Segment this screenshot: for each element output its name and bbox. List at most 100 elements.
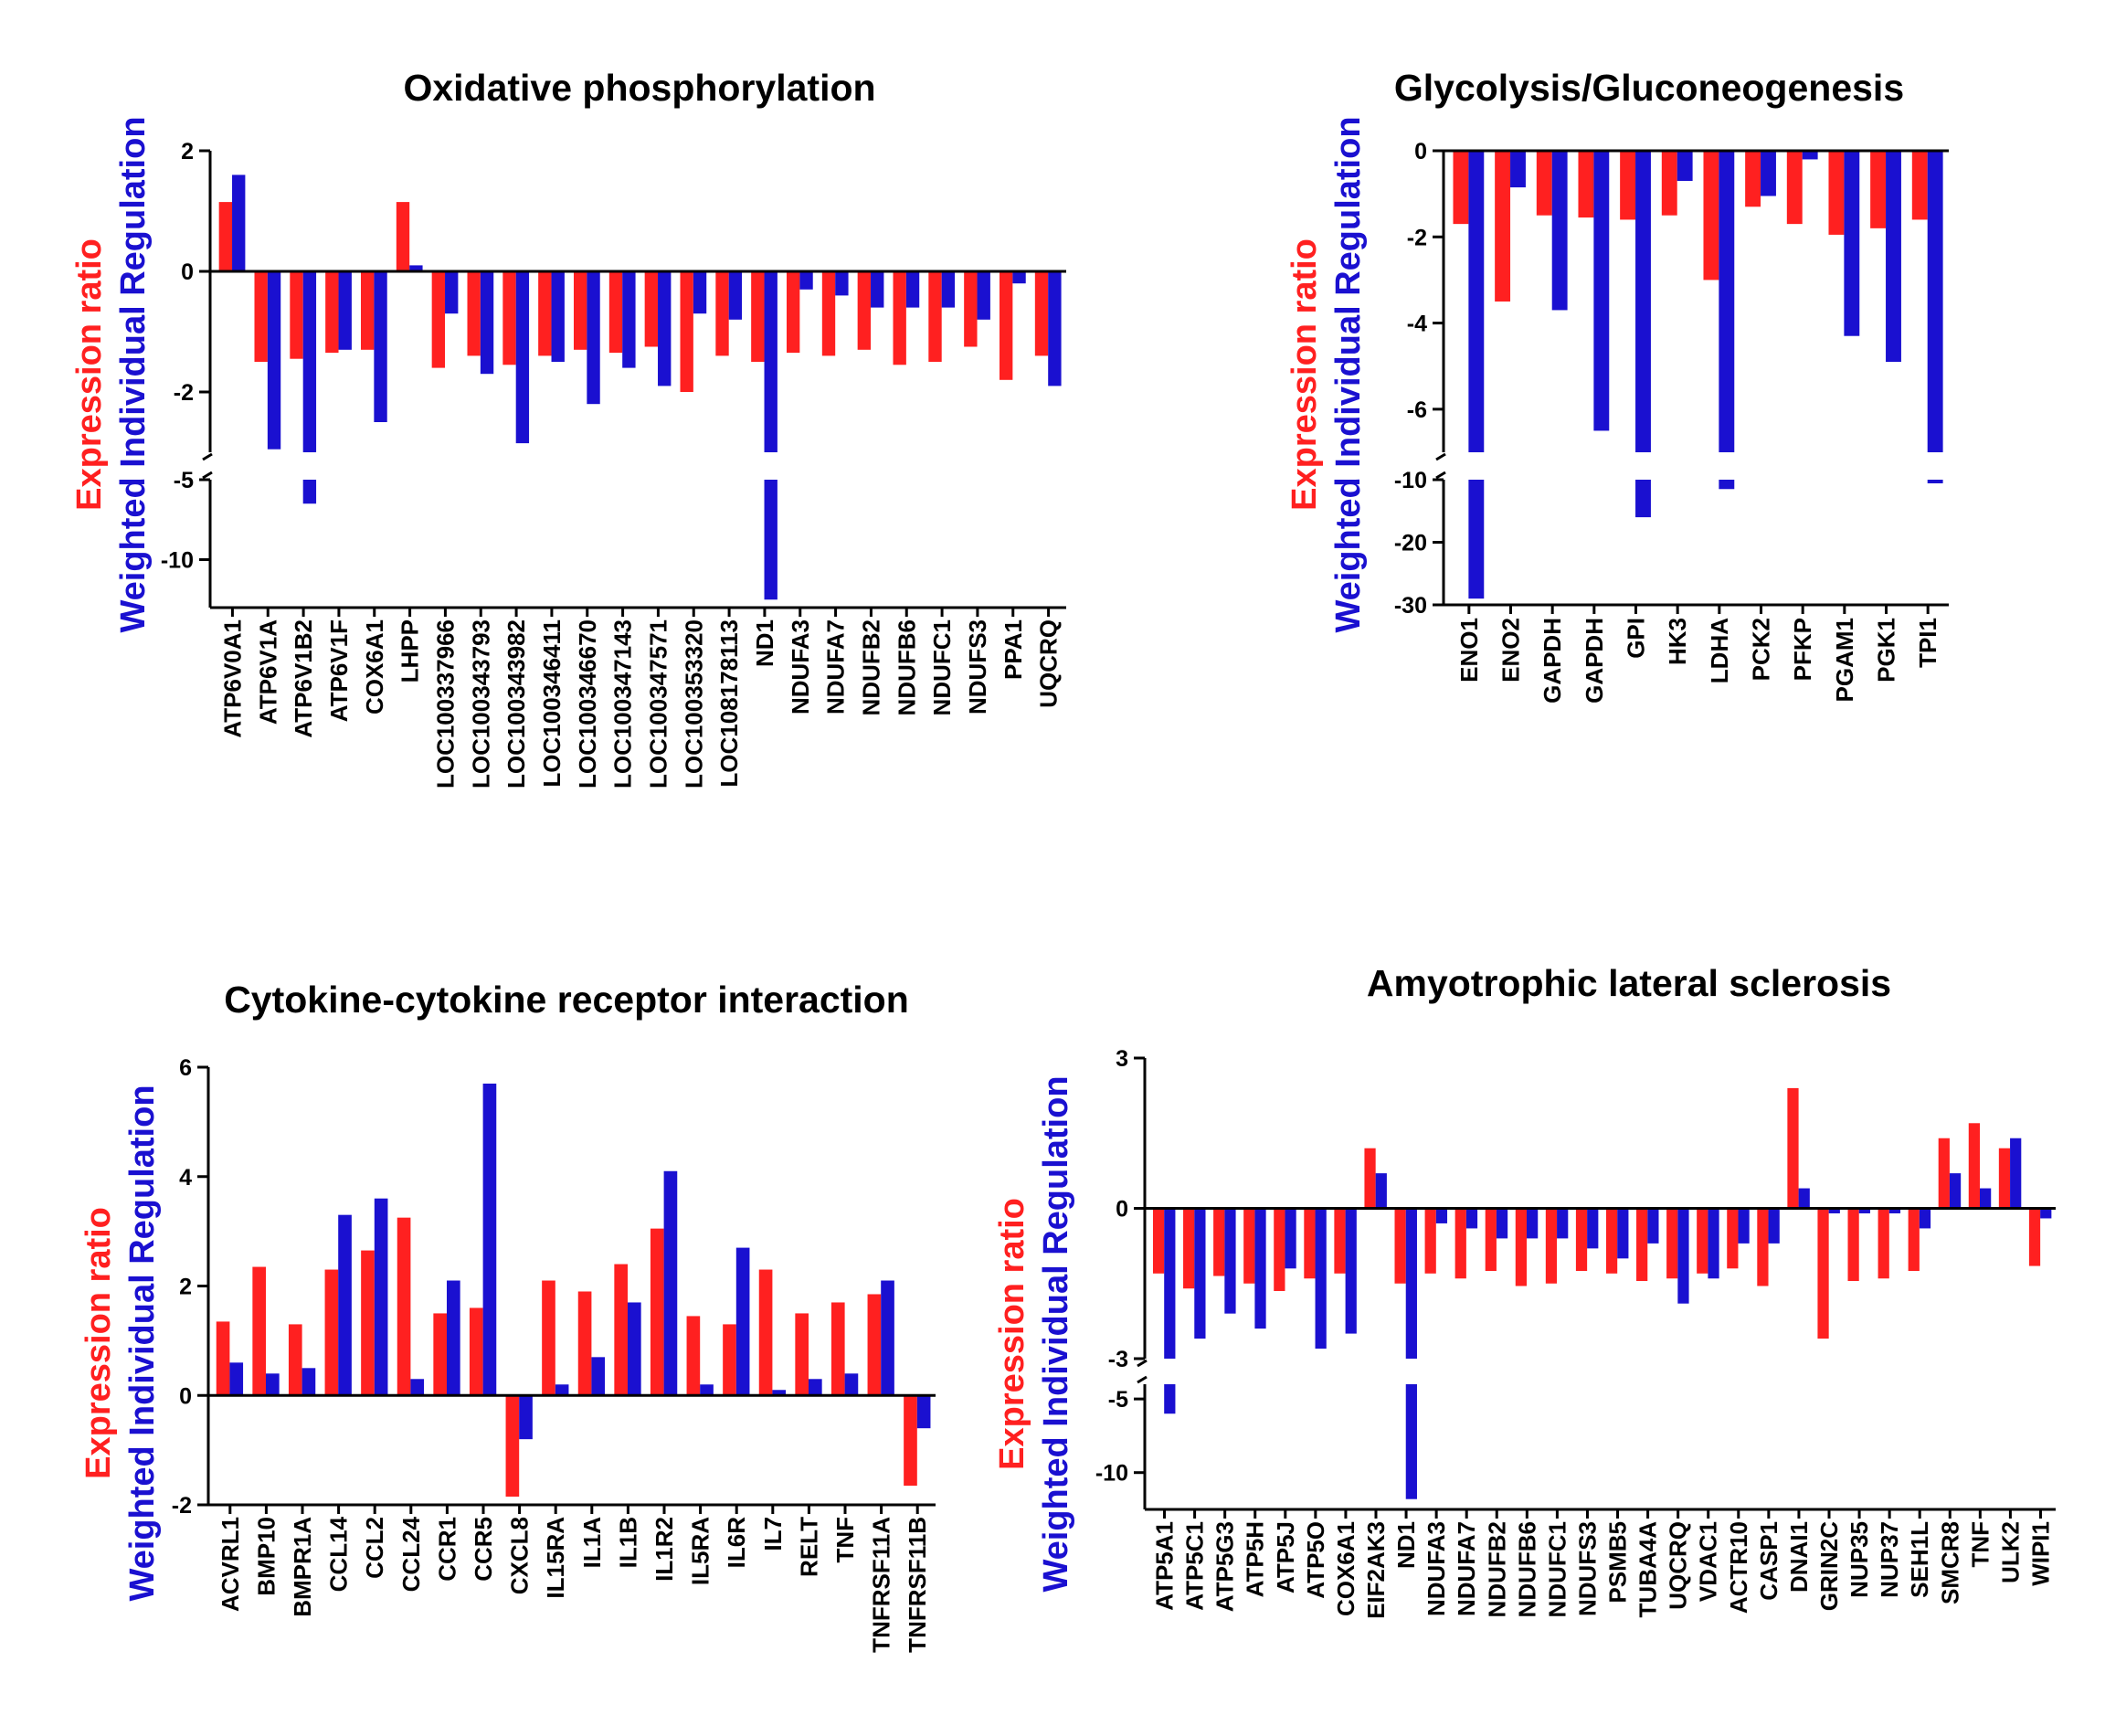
- bar-weighted-loc108178113: [728, 271, 743, 320]
- bar-expression-bmp10: [252, 1266, 267, 1396]
- x-category-label: LOC100346670: [574, 619, 601, 789]
- chart-title: Oxidative phosphorylation: [403, 67, 875, 109]
- y-tick-label: 0: [1414, 139, 1427, 164]
- bar-expression-il1r2: [650, 1228, 664, 1396]
- x-category-label: UQCRQ: [1035, 619, 1063, 708]
- x-category-label: IL5RA: [687, 1517, 714, 1585]
- bar-weighted-bmpr1a: [301, 1368, 316, 1396]
- bar-weighted-atp5o: [1315, 1208, 1327, 1350]
- x-category-label: NDUFC1: [1543, 1521, 1571, 1617]
- bar-expression-atp5h: [1243, 1208, 1255, 1284]
- bar-weighted-atp6v0a1: [232, 175, 246, 271]
- x-category-label: HK3: [1664, 618, 1691, 665]
- x-category-label: ATP5C1: [1181, 1521, 1209, 1611]
- bar-expression-ndufc1: [928, 271, 942, 362]
- bar-weighted-tnf: [844, 1373, 859, 1396]
- y-tick-label: 2: [181, 139, 194, 164]
- bar-weighted-il15ra: [555, 1384, 569, 1396]
- x-category-label: GRIN2C: [1815, 1521, 1843, 1611]
- x-category-label: CCL24: [397, 1516, 425, 1592]
- bar-expression-tnf: [1968, 1123, 1981, 1209]
- bar-weighted-tuba4a: [1647, 1208, 1659, 1244]
- x-category-label: IL1B: [614, 1517, 641, 1568]
- y-tick-label: -20: [1394, 531, 1427, 556]
- bar-expression-atp5g3: [1213, 1208, 1225, 1276]
- y-axis-label-weighted: Weighted Individual Regulation: [1037, 1075, 1075, 1592]
- bar-expression-hk3: [1661, 151, 1677, 216]
- bar-weighted-dnai1: [1798, 1188, 1810, 1209]
- bar-weighted-loc100347143: [622, 271, 636, 368]
- bar-weighted-tnfrsf11b: [916, 1395, 931, 1429]
- bar-weighted-pck2: [1761, 151, 1776, 196]
- axis-break-mark: [202, 471, 213, 480]
- y-tick-label: 0: [181, 259, 194, 285]
- bar-expression-acvrl1: [216, 1321, 230, 1396]
- x-category-label: IL6R: [723, 1517, 750, 1569]
- bar-expression-psmb5: [1605, 1208, 1618, 1274]
- bar-weighted-cox6a1: [374, 271, 387, 422]
- axis-break-mark: [1435, 452, 1446, 461]
- x-category-label: ATP5J: [1272, 1521, 1299, 1593]
- x-category-label: PCK2: [1748, 618, 1775, 681]
- bar-expression-grin2c: [1817, 1208, 1829, 1339]
- x-category-label: ATP6V0A1: [218, 619, 246, 738]
- bar-weighted-lower-atp6v1b2: [302, 480, 317, 504]
- y-tick-label: -10: [1095, 1461, 1128, 1487]
- bar-weighted-lower-atp5a1: [1164, 1384, 1176, 1414]
- bar-expression-bmpr1a: [288, 1324, 302, 1396]
- bar-expression-il1b: [614, 1264, 629, 1396]
- bar-weighted-atp6v1f: [338, 271, 352, 350]
- bar-expression-smcr8: [1938, 1138, 1950, 1209]
- y-tick-label: -30: [1394, 593, 1427, 619]
- x-category-label: NDUFB6: [893, 619, 920, 715]
- bar-weighted-ndufa7: [835, 271, 849, 296]
- bar-expression-atp5c1: [1183, 1208, 1195, 1289]
- bar-weighted-gpi: [1635, 151, 1651, 452]
- x-category-label: GAPDH: [1581, 618, 1608, 704]
- x-category-label: CCR1: [433, 1517, 460, 1582]
- bar-weighted-relt: [809, 1379, 822, 1396]
- x-category-label: LOC108178113: [715, 619, 743, 788]
- bar-weighted-wipi1: [2040, 1208, 2052, 1219]
- x-category-label: ATP6V1A: [254, 619, 281, 725]
- bar-weighted-ndufa3: [799, 271, 813, 290]
- x-category-label: LOC100337966: [431, 619, 459, 789]
- x-category-label: ATP5A1: [1151, 1521, 1179, 1611]
- x-category-label: LOC100347143: [609, 619, 637, 789]
- x-category-label: NDUFB6: [1513, 1521, 1540, 1617]
- bar-weighted-atp5c1: [1194, 1208, 1206, 1339]
- bar-expression-ndufb6: [893, 271, 906, 365]
- bar-expression-ndufb2: [1485, 1208, 1497, 1272]
- chart-title: Glycolysis/Gluconeogenesis: [1394, 67, 1904, 109]
- bar-weighted-ndufa7: [1465, 1208, 1478, 1229]
- y-tick-label: -3: [1108, 1347, 1128, 1372]
- bar-expression-atp6v1b2: [290, 271, 303, 359]
- x-category-label: PPA1: [1000, 619, 1027, 680]
- y-axis-label-expression: Expression ratio: [70, 238, 109, 511]
- bar-expression-dnai1: [1787, 1087, 1799, 1209]
- x-category-label: PSMB5: [1604, 1521, 1632, 1604]
- bar-weighted-uqcrq: [1677, 1208, 1689, 1304]
- bar-weighted-lower-tpi1: [1927, 480, 1943, 483]
- bar-weighted-ccl24: [410, 1379, 425, 1396]
- x-category-label: ULK2: [1996, 1521, 2024, 1583]
- bar-weighted-ndufb2: [871, 271, 884, 308]
- bar-weighted-lower-eno1: [1468, 480, 1485, 599]
- bar-weighted-ccr5: [482, 1083, 497, 1396]
- bar-weighted-uqcrq: [1048, 271, 1062, 386]
- bar-weighted-atp5a1: [1164, 1208, 1176, 1359]
- bar-weighted-ndufb6: [905, 271, 920, 308]
- bar-expression-ccl2: [361, 1250, 375, 1396]
- bar-expression-il1a: [577, 1291, 592, 1396]
- bar-weighted-ulk2: [2010, 1138, 2022, 1209]
- x-category-label: SMCR8: [1936, 1521, 1963, 1604]
- x-category-label: NUP35: [1846, 1521, 1873, 1598]
- bar-expression-loc100347143: [608, 271, 623, 354]
- y-tick-label: -2: [1407, 225, 1427, 250]
- x-category-label: TNFRSF11A: [868, 1517, 895, 1653]
- x-category-label: TNF: [1966, 1521, 1994, 1568]
- bar-weighted-ccl2: [374, 1198, 388, 1396]
- x-category-label: LOC100343793: [467, 619, 494, 789]
- bar-expression-ulk2: [1998, 1148, 2011, 1209]
